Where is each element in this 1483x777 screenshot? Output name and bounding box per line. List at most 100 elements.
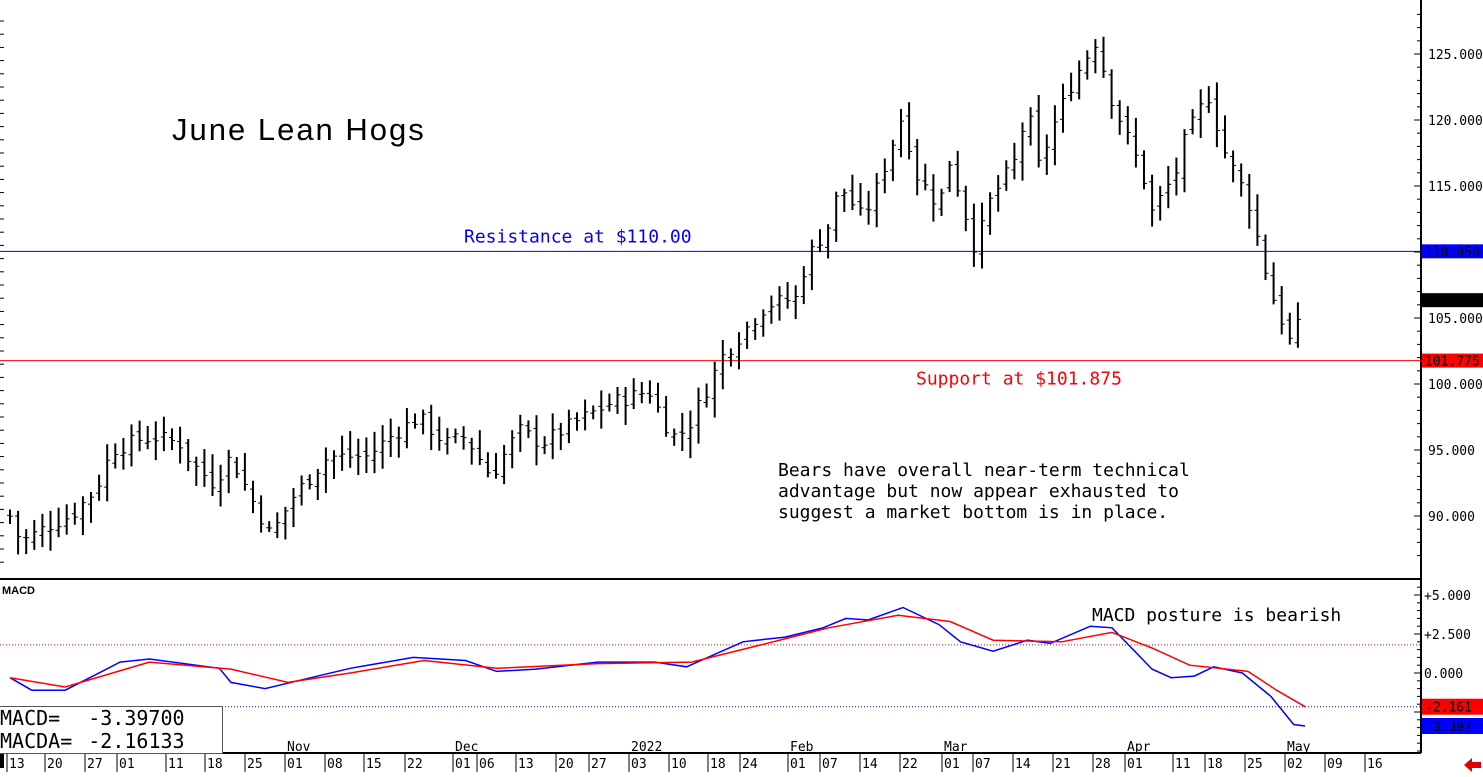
macd-y-tick-label: +5.000 — [1424, 589, 1471, 604]
price-bar — [331, 450, 337, 480]
price-bar — [169, 428, 175, 451]
x-tick-label: 14 — [1015, 757, 1031, 772]
price-bar — [1205, 86, 1212, 113]
price-bar — [476, 430, 483, 466]
price-bar — [857, 182, 864, 216]
x-tick-label: 01 — [455, 757, 471, 772]
price-bar — [152, 421, 159, 461]
x-tick-label: 11 — [1175, 757, 1191, 772]
price-bar — [104, 444, 111, 502]
x-tick-label: 13 — [9, 757, 25, 772]
price-bar — [1068, 72, 1075, 102]
price-bar — [1100, 36, 1107, 78]
x-month-label: Feb — [790, 740, 814, 755]
price-bar — [833, 191, 840, 242]
price-bar — [501, 444, 508, 485]
price-bar — [363, 437, 370, 473]
x-tick-label: 01 — [1127, 757, 1143, 772]
price-bar — [258, 495, 265, 533]
price-bar — [736, 332, 742, 370]
price-bar — [987, 192, 994, 235]
macda-value: -2.16133 — [88, 729, 185, 753]
price-bar — [15, 510, 22, 555]
price-bar — [1238, 163, 1245, 197]
price-bar — [201, 449, 208, 487]
price-bar — [1213, 82, 1220, 148]
scroll-arrow-icon[interactable] — [1464, 758, 1481, 772]
price-bar — [484, 452, 491, 478]
price-bar — [1027, 107, 1034, 146]
x-month-label: 2022 — [631, 740, 662, 755]
price-bar — [533, 415, 540, 466]
x-tick-label: 10 — [671, 757, 687, 772]
price-bar — [7, 509, 13, 524]
price-bar — [185, 439, 192, 472]
price-bar — [266, 521, 273, 532]
price-bar — [112, 443, 119, 469]
price-bar — [1011, 142, 1018, 180]
price-bar — [444, 428, 451, 455]
annotation-line: Bears have overall near-term technical — [778, 460, 1190, 481]
price-bar — [193, 456, 200, 486]
x-tick-label: 20 — [558, 757, 574, 772]
x-tick-label: 22 — [902, 757, 918, 772]
price-bar — [574, 412, 580, 431]
x-month-label: Dec — [455, 740, 478, 755]
x-tick-label: 01 — [287, 757, 303, 772]
y-tick-label: 115.000 — [1428, 180, 1483, 195]
price-bar — [914, 138, 921, 196]
price-bar — [1092, 39, 1099, 74]
price-bar — [79, 496, 86, 536]
price-bar — [241, 453, 248, 491]
annotation-line: suggest a market bottom is in place. — [778, 502, 1168, 523]
price-bar — [1222, 115, 1228, 159]
y-tick-label: 120.000 — [1428, 114, 1483, 129]
price-bar — [582, 399, 589, 431]
price-bar — [387, 418, 394, 457]
price-bar — [922, 163, 929, 191]
price-bar — [1132, 117, 1139, 168]
x-tick-label: 02 — [1287, 757, 1303, 772]
price-bar — [1157, 185, 1164, 221]
x-tick-label: 25 — [247, 757, 263, 772]
price-bar — [808, 239, 815, 291]
price-bar — [493, 453, 499, 479]
y-tick-label: 100.000 — [1428, 378, 1483, 393]
price-bar — [1108, 69, 1115, 119]
x-month-label: May — [1287, 740, 1311, 755]
price-bar — [995, 175, 1002, 212]
macd-y-tick-label: 0.000 — [1424, 667, 1463, 682]
price-bar — [1124, 106, 1131, 145]
price-bar — [23, 529, 30, 555]
price-bar — [322, 447, 329, 493]
price-bar — [1278, 286, 1285, 335]
price-bar — [622, 387, 629, 425]
price-bar — [946, 161, 953, 193]
price-bar — [979, 202, 985, 269]
price-bar — [420, 409, 427, 435]
price-bar — [849, 174, 856, 211]
price-bar — [768, 295, 775, 324]
price-bar — [209, 454, 216, 497]
price-bar — [1270, 262, 1277, 305]
price-bar — [1286, 312, 1293, 345]
x-tick-label: 27 — [591, 757, 607, 772]
x-tick-label: 01 — [790, 757, 806, 772]
price-bar — [55, 507, 62, 538]
macd-label: MACD= — [0, 706, 61, 730]
price-bar — [817, 229, 823, 253]
price-bar — [727, 348, 734, 367]
x-tick-label: 18 — [710, 757, 726, 772]
macd-last-tag-bg — [1422, 717, 1483, 734]
price-bar — [744, 321, 751, 349]
price-bar — [436, 416, 443, 451]
price-bar — [233, 457, 240, 479]
price-bar — [760, 309, 767, 337]
x-tick-label: 07 — [822, 757, 838, 772]
price-bar — [557, 422, 564, 451]
price-bar — [1189, 109, 1196, 135]
scroll-left-marker — [0, 754, 4, 768]
price-bar — [355, 438, 362, 476]
x-tick-label: 25 — [1247, 757, 1263, 772]
